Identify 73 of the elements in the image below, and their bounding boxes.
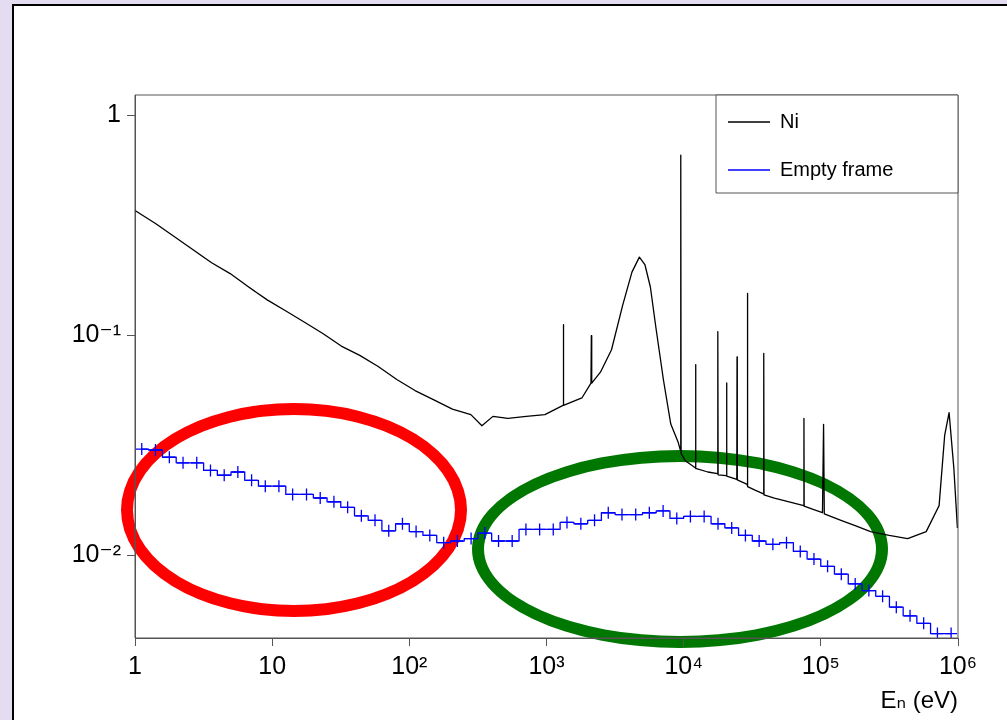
- point: [148, 443, 163, 457]
- point: [615, 507, 629, 522]
- point: [820, 559, 835, 573]
- point: [368, 513, 382, 528]
- y-tick-label: 10⁻¹: [71, 319, 121, 348]
- point: [176, 456, 190, 470]
- point: [395, 517, 410, 531]
- x-tick-label: 10²: [391, 650, 428, 679]
- point: [505, 534, 519, 548]
- x-tick-label: 1: [128, 650, 142, 679]
- point: [848, 577, 862, 591]
- x-axis-title: Eₙ (eV): [880, 686, 958, 714]
- point: [574, 517, 588, 531]
- point: [450, 534, 465, 548]
- point: [601, 506, 615, 520]
- point: [738, 528, 753, 543]
- point: [889, 600, 903, 614]
- point: [587, 513, 602, 528]
- point: [725, 521, 739, 535]
- point: [532, 522, 547, 537]
- point: [382, 524, 396, 538]
- point: [203, 463, 218, 478]
- point: [779, 536, 794, 550]
- point: [423, 528, 437, 543]
- point: [807, 552, 821, 566]
- point: [546, 522, 560, 537]
- legend-label: Empty frame: [780, 157, 894, 180]
- point: [478, 526, 492, 540]
- point: [944, 626, 958, 638]
- point: [560, 515, 574, 530]
- y-tick-label: 10⁻²: [71, 539, 121, 568]
- point: [135, 442, 149, 456]
- point: [656, 504, 670, 518]
- point: [752, 534, 766, 548]
- x-tick-label: 10⁵: [801, 650, 840, 679]
- point: [491, 534, 506, 548]
- point: [793, 544, 807, 559]
- point: [642, 506, 656, 520]
- point: [340, 500, 355, 515]
- point: [464, 531, 478, 546]
- point: [162, 450, 176, 464]
- point: [354, 509, 369, 523]
- point: [670, 511, 684, 526]
- point: [697, 509, 711, 524]
- y-tick-label: 1: [107, 99, 121, 128]
- x-tick-label: 10: [258, 650, 287, 679]
- point: [313, 491, 327, 505]
- point: [231, 465, 245, 479]
- point: [285, 487, 300, 502]
- point: [903, 609, 917, 623]
- point: [409, 524, 423, 539]
- legend-label: Ni: [780, 109, 799, 132]
- point: [834, 567, 848, 581]
- point: [766, 537, 780, 552]
- point: [629, 507, 643, 522]
- point: [217, 468, 231, 482]
- point: [299, 487, 314, 502]
- x-tick-label: 10³: [528, 650, 565, 679]
- point: [519, 522, 533, 537]
- point: [190, 456, 204, 470]
- point: [930, 626, 945, 638]
- point: [917, 616, 931, 630]
- point: [244, 473, 259, 487]
- x-tick-label: 10⁶: [938, 650, 978, 679]
- point: [327, 495, 341, 509]
- x-tick-label: 10⁴: [664, 650, 703, 679]
- point: [272, 479, 286, 493]
- point: [875, 589, 890, 603]
- point: [862, 583, 876, 598]
- point: [683, 509, 698, 524]
- point: [258, 479, 272, 493]
- point: [437, 536, 451, 550]
- point: [711, 517, 725, 531]
